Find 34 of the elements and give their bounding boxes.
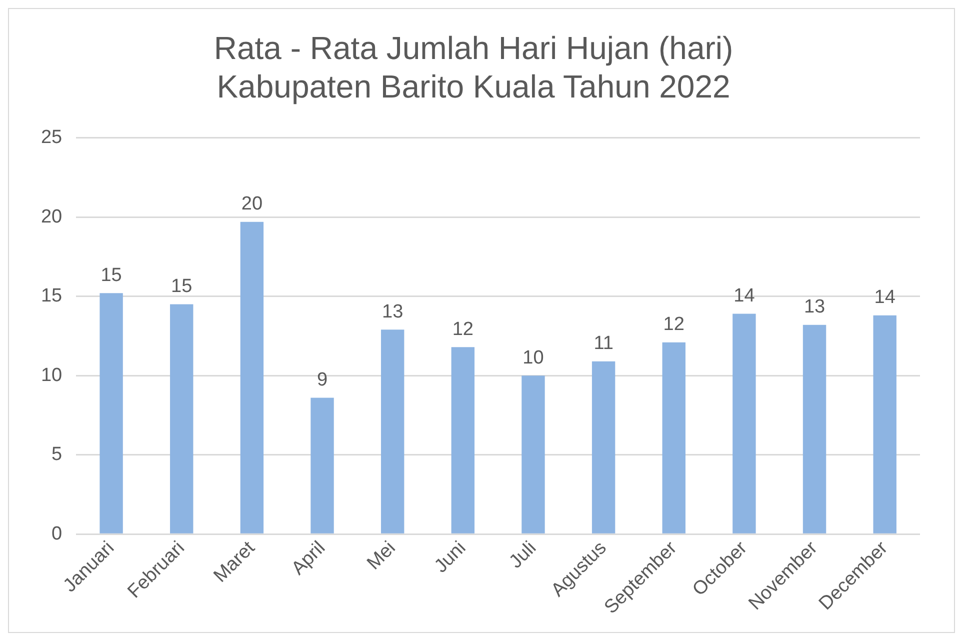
data-label: 13 bbox=[804, 296, 826, 318]
data-label: 11 bbox=[594, 333, 614, 354]
chart-title: Rata - Rata Jumlah Hari Hujan (hari) Kabupaten Barito Kuala Tahun 2022 bbox=[214, 30, 734, 104]
bar bbox=[100, 293, 123, 534]
bar bbox=[451, 347, 475, 534]
data-label: 9 bbox=[316, 370, 328, 391]
data-label: 12 bbox=[452, 318, 474, 340]
data-label: 15 bbox=[100, 264, 122, 286]
data-label: 15 bbox=[171, 276, 192, 298]
y-tick-label: 0 bbox=[52, 523, 62, 544]
y-tick-label: 20 bbox=[40, 206, 62, 228]
bar bbox=[732, 314, 756, 534]
data-label: 10 bbox=[522, 347, 544, 368]
data-label: 13 bbox=[382, 301, 404, 322]
bar bbox=[662, 342, 686, 534]
y-tick-label: 15 bbox=[40, 286, 62, 307]
bar bbox=[873, 315, 896, 534]
x-tick-label: Juni bbox=[430, 538, 470, 578]
bar bbox=[310, 398, 334, 534]
bar bbox=[592, 361, 616, 534]
y-tick-label: 10 bbox=[40, 364, 62, 386]
data-label: 12 bbox=[663, 314, 684, 336]
data-label: 20 bbox=[241, 194, 263, 215]
bar bbox=[380, 330, 404, 534]
bar bbox=[170, 304, 194, 534]
x-tick-label: Mei bbox=[363, 538, 400, 574]
bar bbox=[802, 324, 826, 534]
bar bbox=[240, 222, 264, 534]
y-tick-label: 5 bbox=[52, 444, 62, 466]
data-label: 14 bbox=[874, 287, 896, 308]
bar bbox=[522, 376, 545, 534]
y-tick-label: 25 bbox=[40, 127, 62, 148]
x-tick-label: Juli bbox=[505, 538, 540, 573]
data-label: 14 bbox=[734, 286, 756, 307]
